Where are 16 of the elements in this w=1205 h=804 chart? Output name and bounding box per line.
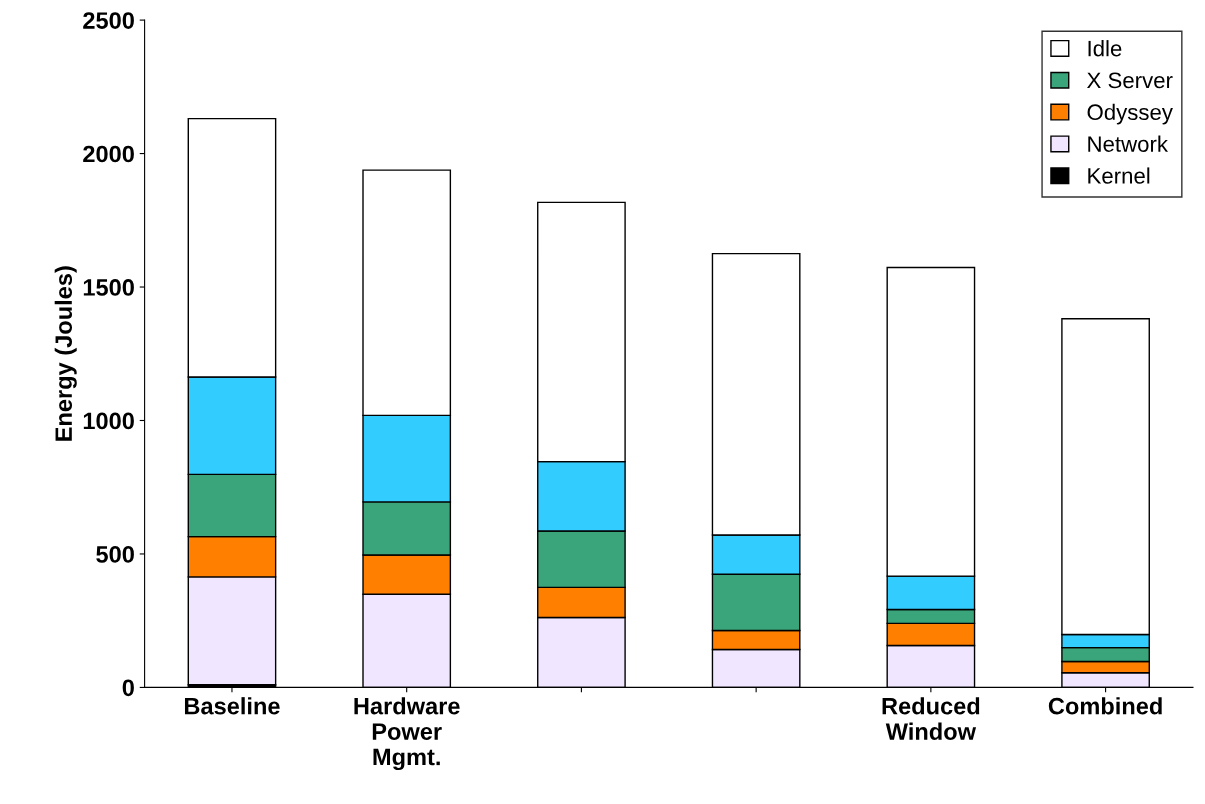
legend-label: Idle xyxy=(1088,40,1122,57)
y-tick-label: 0 xyxy=(122,679,134,697)
legend-label: X Server xyxy=(1087,72,1173,89)
y-tick-label: 1500 xyxy=(83,279,134,296)
x-tick-label: Reduced Window xyxy=(882,697,980,740)
y-tick-label: 2000 xyxy=(83,145,134,163)
legend-label: Odyssey xyxy=(1087,103,1173,125)
y-tick-label: 500 xyxy=(96,546,134,563)
y-tick-label: 1000 xyxy=(83,412,134,430)
legend-label: Network xyxy=(1088,135,1169,152)
x-tick-label: Baseline xyxy=(184,697,280,715)
x-tick-label: Hardware Power Mgmt. xyxy=(354,697,460,771)
x-tick-label: Combined xyxy=(1048,697,1162,715)
y-axis-title: Energy (Joules) xyxy=(54,266,77,441)
y-tick-label: 2500 xyxy=(83,12,134,29)
legend-label: Kernel xyxy=(1088,167,1150,184)
